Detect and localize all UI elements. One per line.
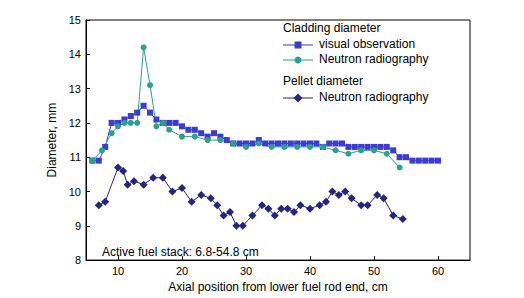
svg-text:13: 13 — [69, 83, 81, 95]
svg-text:10: 10 — [112, 265, 124, 277]
svg-text:Neutron radiography: Neutron radiography — [319, 90, 428, 104]
svg-text:visual observation: visual observation — [319, 37, 415, 51]
svg-text:Axial position from lower fuel: Axial position from lower fuel rod end, … — [168, 280, 387, 294]
svg-text:Active fuel stack: 6.8-54.8 cm: Active fuel stack: 6.8-54.8 cm — [102, 245, 259, 259]
svg-text:15: 15 — [69, 14, 81, 26]
svg-text:11: 11 — [70, 151, 81, 163]
svg-text:8: 8 — [75, 254, 81, 266]
svg-text:Cladding diameter: Cladding diameter — [283, 21, 380, 35]
svg-text:Neutron radiography: Neutron radiography — [319, 52, 428, 66]
svg-text:30: 30 — [240, 265, 252, 277]
svg-text:40: 40 — [304, 265, 316, 277]
svg-text:Pellet diameter: Pellet diameter — [283, 74, 363, 88]
svg-text:50: 50 — [368, 265, 380, 277]
svg-text:10: 10 — [69, 186, 81, 198]
svg-text:12: 12 — [69, 117, 81, 129]
svg-text:14: 14 — [69, 48, 81, 60]
svg-text:60: 60 — [432, 265, 444, 277]
svg-text:Diameter, mm: Diameter, mm — [45, 103, 59, 178]
svg-text:9: 9 — [75, 220, 81, 232]
svg-text:20: 20 — [176, 265, 188, 277]
